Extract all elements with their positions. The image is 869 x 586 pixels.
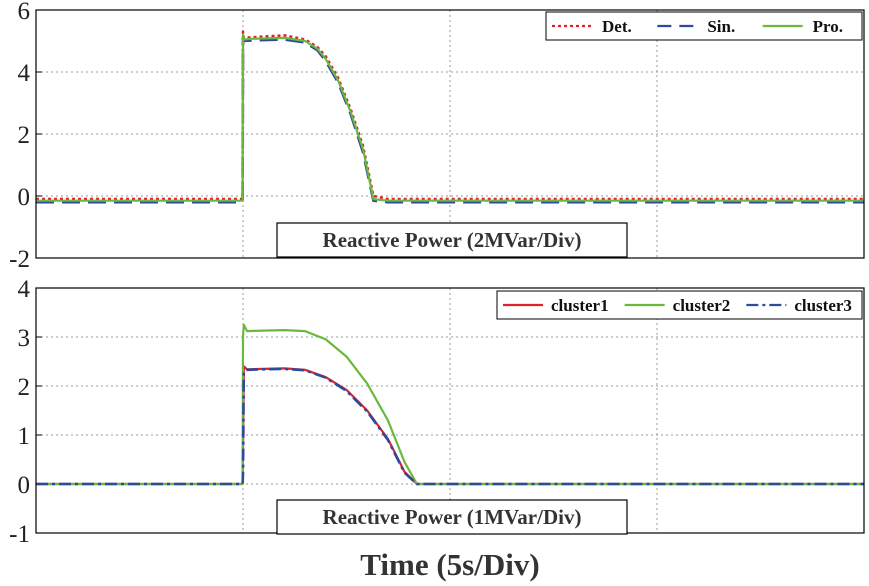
legend-label: cluster3	[794, 296, 852, 315]
chart-title: Reactive Power (1MVar/Div)	[323, 505, 582, 529]
y-tick-label: -1	[9, 521, 30, 548]
y-tick-label: 0	[18, 472, 31, 499]
y-tick-label: 2	[18, 374, 31, 401]
series-line-pro	[36, 33, 864, 202]
chart-top-panel: -2 0 2 4 6 Det. Sin. Pro. Reactive Power (2MVar/…	[9, 0, 865, 273]
y-tick-label: 4	[18, 60, 31, 87]
y-tick-label: 3	[18, 325, 31, 352]
y-tick-label: 6	[18, 0, 31, 25]
y-tick-label: 1	[18, 423, 31, 450]
chart-bottom-panel: -1 0 1 2 3 4 cluster1 cluster2 cluster3 Reactive …	[9, 276, 865, 548]
legend-label: cluster1	[551, 296, 609, 315]
y-tick-label: 4	[18, 276, 31, 303]
chart-title-box	[276, 222, 628, 258]
legend-label: cluster2	[673, 296, 731, 315]
x-axis-label: Time (5s/Div)	[360, 547, 539, 582]
axes-frame	[35, 9, 865, 259]
chart-title: Reactive Power (2MVar/Div)	[323, 228, 582, 252]
legend-box	[545, 11, 863, 41]
legend-box	[496, 290, 863, 320]
legend-label: Pro.	[813, 17, 843, 36]
chart-title-box	[276, 499, 628, 535]
y-tick-label: 2	[18, 122, 31, 149]
series-line-cluster3	[36, 367, 864, 486]
legend-label: Sin.	[707, 17, 735, 36]
legend-label: Det.	[602, 17, 632, 36]
y-tick-label: 0	[18, 184, 31, 211]
y-tick-label: -2	[9, 246, 30, 273]
